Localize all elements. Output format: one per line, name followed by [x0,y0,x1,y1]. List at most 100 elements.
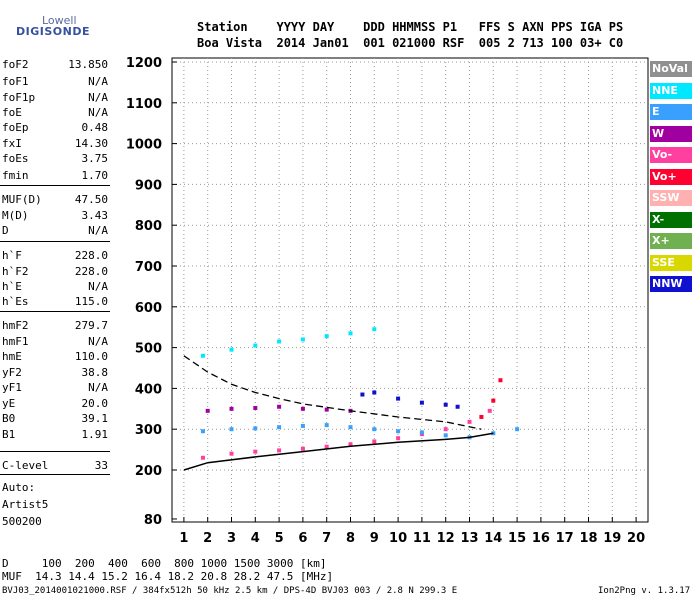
param-name: foF1p [2,91,36,104]
echo-point [300,337,305,342]
header-row-values: Boa Vista 2014 Jan01 001 021000 RSF 005 … [197,36,624,50]
param-name: yE [2,397,16,410]
x-tick-label: 3 [227,531,236,546]
legend-item: Vo+ [650,168,692,185]
axis-ticks: 1 2 3 4 5 6 7 8 9 10 11 12 13 14 15 16 17 18 19 20802003004… [126,56,645,546]
x-tick-label: 4 [251,531,260,546]
param-name: yF1 [2,381,22,394]
echo-point [277,425,282,430]
param-name: MUF(D) [2,193,42,206]
param-value: 1.91 [81,428,109,441]
param-name: hmF1 [2,335,29,348]
echo-point [229,347,234,352]
echo-point [229,451,234,456]
legend-item: NNE [650,82,692,99]
param-value: 115.0 [74,295,108,308]
true-height-profile [183,355,482,430]
legend-item: X- [650,211,692,228]
echo-point [443,427,448,432]
param-row: foF1 N/A [2,75,108,89]
y-tick-label: 600 [135,301,162,316]
echo-point [479,414,484,419]
param-value: 20.0 [81,397,109,410]
param-value: 0.48 [81,121,109,134]
footer-version: Ion2Png v. 1.3.17 [598,586,691,596]
param-name: B0 [2,412,16,425]
param-value: 228.0 [74,249,108,262]
param-divider [0,474,110,475]
echo-point [277,339,282,344]
param-value: 14.30 [74,137,108,150]
param-divider [0,241,110,242]
param-row: D N/A [2,224,108,238]
x-tick-label: 9 [370,531,379,546]
legend-item: SSE [650,254,692,271]
auto-code: 500200 [2,515,42,528]
echo-point [324,334,329,339]
echo-point [396,396,401,401]
legend-item: W [650,125,692,142]
grid-lines [172,58,648,522]
param-value: N/A [88,106,108,119]
param-row: h`F 228.0 [2,249,108,263]
x-tick-label: 17 [556,531,574,546]
param-value: 3.75 [81,152,109,165]
echo-point [205,408,210,413]
param-row: foEp 0.48 [2,121,108,135]
digisonde-logo: Lowell DIGISONDE [2,2,89,42]
x-tick-label: 15 [508,531,526,546]
echo-point [253,426,258,431]
legend-item: Vo- [650,147,692,163]
echo-point [253,343,258,348]
x-tick-label: 13 [460,531,478,546]
param-value: N/A [88,280,108,293]
echo-point [277,404,282,409]
y-tick-label: 1200 [126,56,162,71]
param-row: h`Es 115.0 [2,295,108,309]
param-row: MUF(D) 47.50 [2,193,108,207]
echo-point [372,327,377,332]
param-divider [0,185,110,186]
y-tick-label: 1100 [126,97,162,112]
param-name: yF2 [2,366,22,379]
param-row: hmE 110.0 [2,350,108,364]
param-name: hmF2 [2,319,29,332]
param-value: 13.850 [68,58,108,71]
echo-point [491,398,496,403]
param-row: B0 39.1 [2,412,108,426]
echo-point [200,455,205,460]
param-name: h`Es [2,295,29,308]
param-name: B1 [2,428,16,441]
param-value: N/A [88,75,108,88]
y-tick-label: 1000 [126,138,162,153]
x-tick-label: 19 [603,531,621,546]
param-row: yE 20.0 [2,397,108,411]
echo-point [419,400,424,405]
param-row: yF1 N/A [2,381,108,395]
param-value: 3.43 [81,209,109,222]
echo-point [300,406,305,411]
param-value: N/A [88,381,108,394]
echo-point [277,448,282,453]
x-tick-label: 16 [532,531,550,546]
param-row: foEs 3.75 [2,152,108,166]
param-value: N/A [88,91,108,104]
echo-point [300,423,305,428]
logo-lowell: Lowell [42,14,77,27]
x-tick-label: 12 [437,531,455,546]
param-name: foEp [2,121,29,134]
param-row: foE N/A [2,106,108,120]
param-row: fxI 14.30 [2,137,108,151]
echo-point [491,431,496,436]
echo-point [348,442,353,447]
param-row: B1 1.91 [2,428,108,442]
param-value: 38.8 [81,366,109,379]
echo-point [324,407,329,412]
param-name: hmE [2,350,22,363]
x-tick-label: 6 [298,531,307,546]
y-tick-label: 800 [135,219,162,234]
param-value: 39.1 [81,412,109,425]
echo-point [200,353,205,358]
y-tick-label: 80 [144,513,162,528]
x-tick-label: 14 [484,531,502,546]
